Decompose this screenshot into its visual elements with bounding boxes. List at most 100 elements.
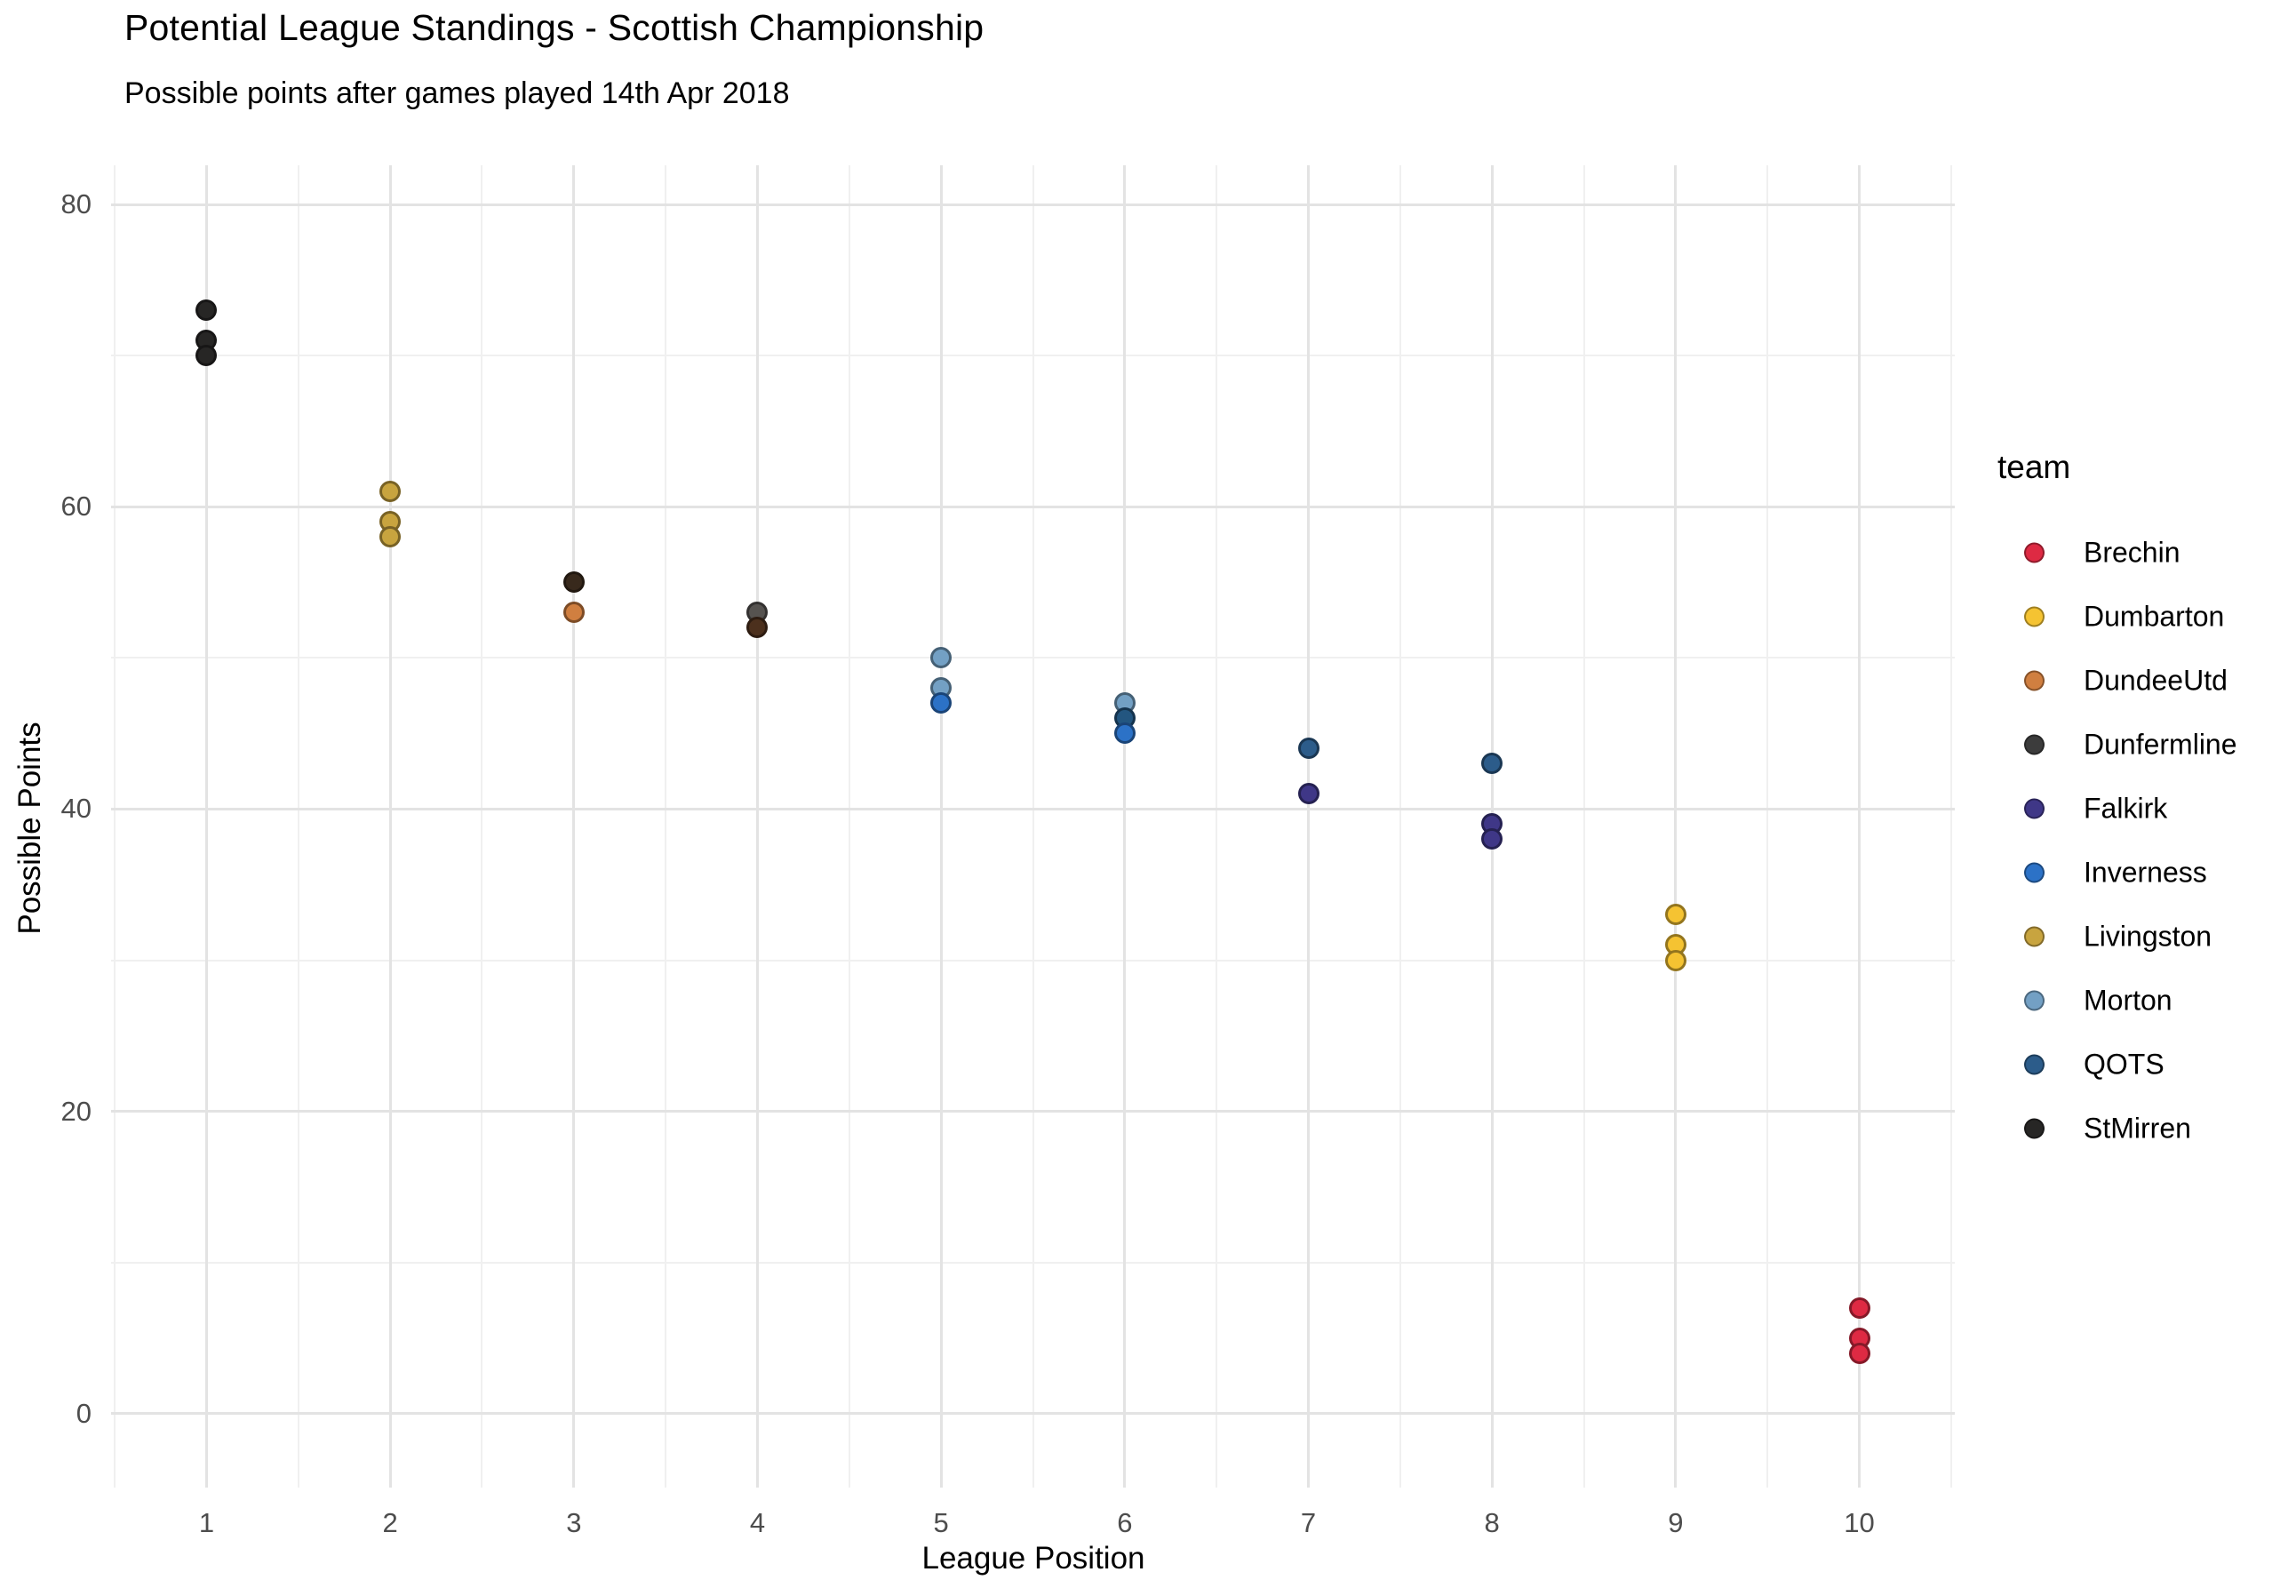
data-point-qots xyxy=(1297,738,1319,760)
legend-swatch-icon xyxy=(2024,862,2045,883)
data-point-dunfermline xyxy=(562,571,585,594)
legend-swatch-icon xyxy=(2024,990,2045,1011)
data-point-dundeeutd xyxy=(746,617,769,639)
chart-subtitle: Possible points after games played 14th … xyxy=(124,76,790,110)
gridline-major-vertical xyxy=(388,165,392,1488)
legend-label: Livingston xyxy=(2084,920,2212,953)
legend-item-stmirren: StMirren xyxy=(1997,1097,2296,1161)
data-point-falkirk xyxy=(1297,783,1319,805)
gridline-minor-horizontal xyxy=(111,657,1955,659)
legend-swatch-icon xyxy=(2024,734,2045,755)
legend-label: StMirren xyxy=(2084,1112,2191,1145)
gridline-major-horizontal xyxy=(111,505,1955,508)
x-tick-label: 6 xyxy=(1117,1507,1133,1538)
legend-label: Dunfermline xyxy=(2084,728,2237,761)
chart-title: Potential League Standings - Scottish Ch… xyxy=(124,7,985,48)
gridline-minor-vertical xyxy=(1949,165,1952,1488)
gridline-minor-vertical xyxy=(481,165,483,1488)
x-tick-label: 10 xyxy=(1844,1507,1875,1538)
x-tick-label: 2 xyxy=(382,1507,398,1538)
legend-label: Falkirk xyxy=(2084,792,2168,825)
legend-item-brechin: Brechin xyxy=(1997,521,2296,585)
legend-item-dunfermline: Dunfermline xyxy=(1997,713,2296,777)
legend-swatch-icon xyxy=(2024,1054,2045,1075)
legend-item-qots: QOTS xyxy=(1997,1033,2296,1097)
data-point-stmirren xyxy=(195,345,218,367)
data-point-dundeeutd xyxy=(562,602,585,624)
data-point-inverness xyxy=(930,692,953,714)
gridline-major-horizontal xyxy=(111,1110,1955,1113)
data-point-inverness xyxy=(1113,722,1136,745)
gridline-major-vertical xyxy=(1674,165,1678,1488)
data-point-brechin xyxy=(1848,1342,1870,1364)
y-tick-label: 0 xyxy=(76,1397,92,1429)
gridline-major-vertical xyxy=(204,165,208,1488)
legend-title: team xyxy=(1997,449,2071,485)
legend-swatch-icon xyxy=(2024,670,2045,691)
data-point-livingston xyxy=(379,481,402,503)
gridline-major-horizontal xyxy=(111,807,1955,810)
gridline-major-vertical xyxy=(755,165,759,1488)
legend-swatch-icon xyxy=(2024,798,2045,819)
gridline-minor-vertical xyxy=(297,165,299,1488)
x-tick-label: 8 xyxy=(1484,1507,1500,1538)
legend-item-dumbarton: Dumbarton xyxy=(1997,585,2296,649)
data-point-livingston xyxy=(379,526,402,548)
gridline-minor-vertical xyxy=(1216,165,1218,1488)
data-point-stmirren xyxy=(195,299,218,322)
x-tick-label: 5 xyxy=(933,1507,949,1538)
gridline-major-horizontal xyxy=(111,1412,1955,1416)
legend-label: Brechin xyxy=(2084,536,2180,569)
gridline-minor-horizontal xyxy=(111,1261,1955,1264)
legend-label: QOTS xyxy=(2084,1048,2164,1081)
legend-item-livingston: Livingston xyxy=(1997,905,2296,969)
gridline-minor-vertical xyxy=(1032,165,1034,1488)
legend-label: Inverness xyxy=(2084,856,2207,889)
gridline-minor-horizontal xyxy=(111,959,1955,962)
legend-swatch-icon xyxy=(2024,606,2045,627)
gridline-major-vertical xyxy=(572,165,576,1488)
gridline-major-vertical xyxy=(1858,165,1862,1488)
legend-swatch-icon xyxy=(2024,1118,2045,1139)
data-point-falkirk xyxy=(1481,828,1503,850)
plot-panel xyxy=(111,165,1955,1488)
gridline-minor-vertical xyxy=(665,165,667,1488)
legend: team Brechin Dumbarton DundeeUtd Dunfermlin… xyxy=(1997,449,2296,1177)
x-tick-label: 1 xyxy=(198,1507,215,1538)
y-tick-label: 80 xyxy=(60,188,92,220)
gridline-minor-horizontal xyxy=(111,355,1955,357)
gridline-minor-vertical xyxy=(848,165,850,1488)
gridline-minor-vertical xyxy=(1766,165,1769,1488)
data-point-morton xyxy=(930,647,953,669)
y-tick-label: 40 xyxy=(60,793,92,825)
y-axis-title: Possible Points xyxy=(12,722,47,935)
legend-item-dundeeutd: DundeeUtd xyxy=(1997,649,2296,713)
gridline-minor-vertical xyxy=(114,165,116,1488)
gridline-major-vertical xyxy=(939,165,943,1488)
gridline-major-horizontal xyxy=(111,203,1955,206)
legend-item-falkirk: Falkirk xyxy=(1997,777,2296,841)
legend-label: DundeeUtd xyxy=(2084,664,2228,697)
data-point-qots xyxy=(1481,753,1503,775)
legend-label: Dumbarton xyxy=(2084,600,2225,633)
gridline-major-vertical xyxy=(1123,165,1127,1488)
x-tick-label: 3 xyxy=(566,1507,582,1538)
legend-label: Morton xyxy=(2084,984,2172,1017)
legend-item-inverness: Inverness xyxy=(1997,841,2296,905)
data-point-dumbarton xyxy=(1664,949,1686,971)
legend-swatch-icon xyxy=(2024,542,2045,563)
x-tick-label: 7 xyxy=(1300,1507,1317,1538)
x-axis-title: League Position xyxy=(921,1541,1145,1576)
x-tick-label: 9 xyxy=(1668,1507,1684,1538)
legend-item-morton: Morton xyxy=(1997,969,2296,1033)
x-tick-label: 4 xyxy=(749,1507,766,1538)
gridline-major-vertical xyxy=(1307,165,1310,1488)
gridline-minor-vertical xyxy=(1582,165,1585,1488)
gridline-minor-vertical xyxy=(1399,165,1401,1488)
y-tick-label: 60 xyxy=(60,491,92,523)
data-point-brechin xyxy=(1848,1297,1870,1319)
legend-swatch-icon xyxy=(2024,926,2045,947)
y-tick-label: 20 xyxy=(60,1095,92,1127)
data-point-dumbarton xyxy=(1664,904,1686,926)
